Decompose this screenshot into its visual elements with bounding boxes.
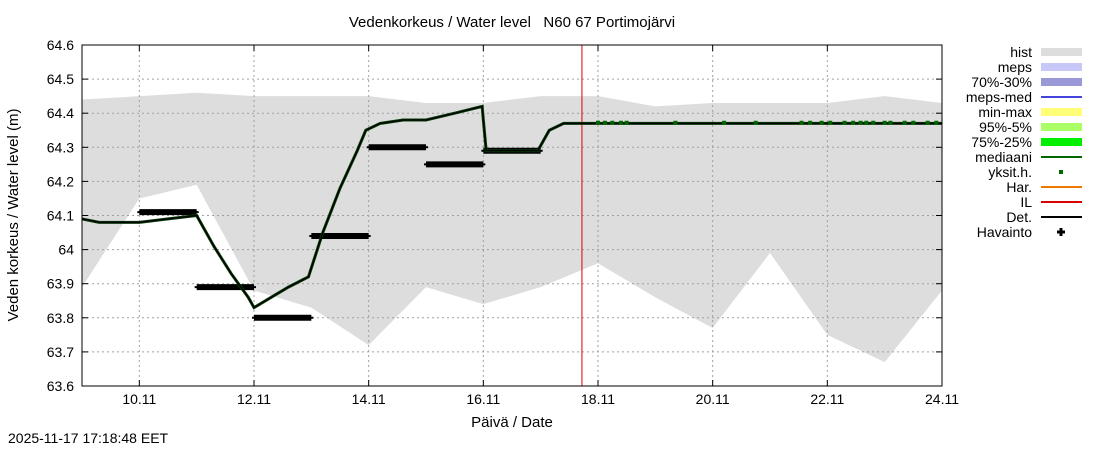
legend-swatch [1041, 63, 1082, 71]
single-point [858, 120, 863, 125]
legend-label: min-max [978, 104, 1032, 120]
single-point [624, 120, 629, 125]
single-point [888, 120, 893, 125]
y-tick-label: 64.3 [47, 139, 74, 155]
single-point [934, 120, 939, 125]
single-point [882, 120, 887, 125]
legend-label: 95%-5% [979, 119, 1032, 135]
legend-label: Havainto [977, 224, 1032, 240]
hist-band-area [82, 92, 942, 363]
grid-lines [82, 45, 942, 386]
single-point [610, 120, 615, 125]
chart-title: Vedenkorkeus / Water level N60 67 Portim… [349, 14, 675, 31]
single-point [722, 120, 727, 125]
legend-label: meps-med [966, 89, 1032, 105]
single-point [673, 120, 678, 125]
y-tick-label: 64.2 [47, 173, 74, 189]
x-tick-label: 14.11 [352, 391, 386, 407]
legend-label: 75%-25% [971, 134, 1032, 150]
legend-swatch [1041, 108, 1082, 116]
legend-label: Har. [1006, 179, 1032, 195]
single-point [618, 120, 623, 125]
forecast-line [81, 104, 942, 310]
single-point [902, 120, 907, 125]
y-tick-label: 64 [58, 242, 74, 258]
det-line [81, 105, 942, 309]
y-tick-label: 64.4 [47, 105, 74, 121]
axis-ticks [82, 44, 943, 387]
legend-swatch [1041, 78, 1082, 86]
x-tick-label: 18.11 [581, 391, 615, 407]
single-point [602, 120, 607, 125]
y-tick-label: 63.8 [47, 310, 74, 326]
y-tick-label: 64.6 [47, 37, 74, 53]
single-point [799, 120, 804, 125]
single-points [596, 120, 939, 125]
x-tick-label: 24.11 [925, 391, 959, 407]
generated-timestamp: 2025-11-17 17:18:48 EET [8, 430, 169, 446]
single-point [911, 120, 916, 125]
x-axis-label: Päivä / Date [471, 414, 553, 431]
y-tick-labels: 63.6 63.7 63.8 63.9 64 64.1 64.2 64.3 64.4 64.5 64… [47, 37, 74, 394]
hist-band [82, 92, 942, 363]
legend-label: mediaani [975, 149, 1032, 165]
single-point [871, 120, 876, 125]
legend-label: Det. [1006, 209, 1032, 225]
legend-label: 70%-30% [971, 74, 1032, 90]
legend-swatch [1041, 48, 1082, 56]
single-point [753, 120, 758, 125]
legend-swatch [1041, 138, 1082, 146]
y-tick-label: 63.9 [47, 276, 74, 292]
legend-swatch [1059, 170, 1063, 174]
plot-area [81, 44, 943, 387]
single-point [925, 120, 930, 125]
single-point [819, 120, 824, 125]
x-tick-label: 20.11 [696, 391, 730, 407]
single-point [864, 120, 869, 125]
single-point [808, 120, 813, 125]
legend: histmeps70%-30%meps-medmin-max95%-5%75%-… [966, 44, 1082, 240]
legend-label: hist [1010, 44, 1032, 60]
x-tick-labels: 10.11 12.11 14.11 16.11 18.11 20.11 22.11 24.11 [122, 391, 959, 407]
single-point [851, 120, 856, 125]
y-tick-label: 64.5 [47, 71, 74, 87]
legend-label: meps [998, 59, 1032, 75]
legend-swatch [1041, 123, 1082, 131]
x-tick-label: 22.11 [810, 391, 844, 407]
y-tick-label: 63.6 [47, 378, 74, 394]
x-tick-label: 12.11 [237, 391, 271, 407]
single-point [842, 120, 847, 125]
single-point [596, 120, 600, 125]
legend-label: IL [1020, 194, 1032, 210]
x-tick-label: 10.11 [122, 391, 156, 407]
x-tick-label: 16.11 [466, 391, 500, 407]
legend-swatch [1057, 228, 1065, 236]
single-point [828, 120, 833, 125]
legend-label: yksit.h. [988, 164, 1032, 180]
y-axis-label: Veden korkeus / Water level (m) [5, 109, 22, 322]
y-tick-label: 64.1 [47, 208, 74, 224]
y-tick-label: 63.7 [47, 344, 74, 360]
